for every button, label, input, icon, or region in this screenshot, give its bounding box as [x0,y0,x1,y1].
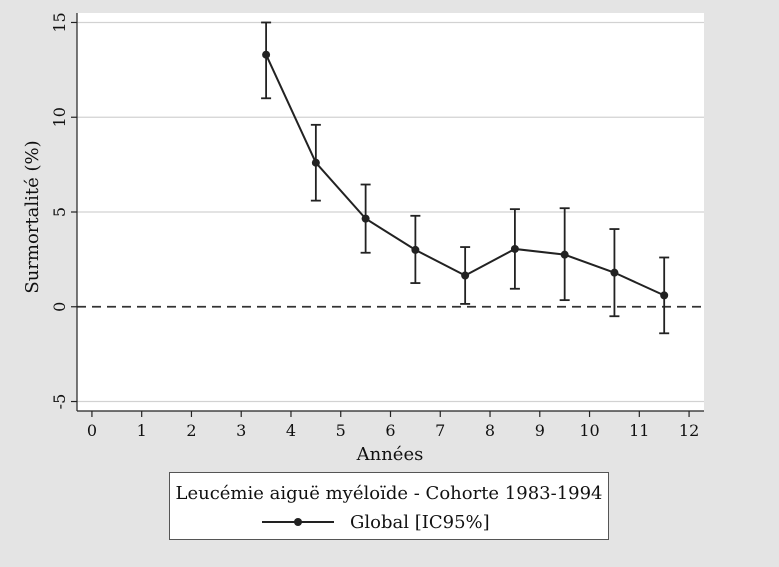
y-tick-label: 10 [50,107,69,127]
x-tick-label: 12 [679,421,699,440]
legend: Leucémie aiguë myéloïde - Cohorte 1983-1… [169,472,609,540]
data-point [510,244,519,253]
data-point [411,245,420,254]
data-point [560,250,569,259]
x-tick-label: 10 [579,421,599,440]
y-tick-label: 5 [50,207,69,217]
x-tick-label: 0 [87,421,97,440]
data-point [610,268,619,277]
legend-title: Leucémie aiguë myéloïde - Cohorte 1983-1… [175,483,603,504]
data-point [461,271,470,280]
data-point [361,214,370,223]
x-tick-label: 2 [186,421,196,440]
y-tick-label: -5 [50,394,69,410]
x-tick-label: 6 [385,421,395,440]
x-tick-label: 11 [629,421,649,440]
x-tick-label: 8 [485,421,495,440]
x-tick-label: 5 [336,421,346,440]
grid-lines [77,21,704,403]
x-tick-label: 1 [137,421,147,440]
y-tick-label: 15 [50,12,69,32]
x-tick-label: 4 [286,421,296,440]
legend-swatch-icon [262,518,334,526]
series-global [261,21,670,335]
x-tick-label: 3 [236,421,246,440]
data-point [262,50,271,59]
x-tick-label: 7 [435,421,445,440]
legend-label: Global [IC95%] [350,511,490,533]
y-tick-label: 0 [50,302,69,312]
y-axis-label: Surmortalité (%) [22,140,43,293]
x-axis-label: Années [356,444,424,465]
x-tick-label: 9 [535,421,545,440]
data-point [660,291,669,300]
legend-entry: Global [IC95%] [262,511,490,533]
data-point [311,158,320,167]
